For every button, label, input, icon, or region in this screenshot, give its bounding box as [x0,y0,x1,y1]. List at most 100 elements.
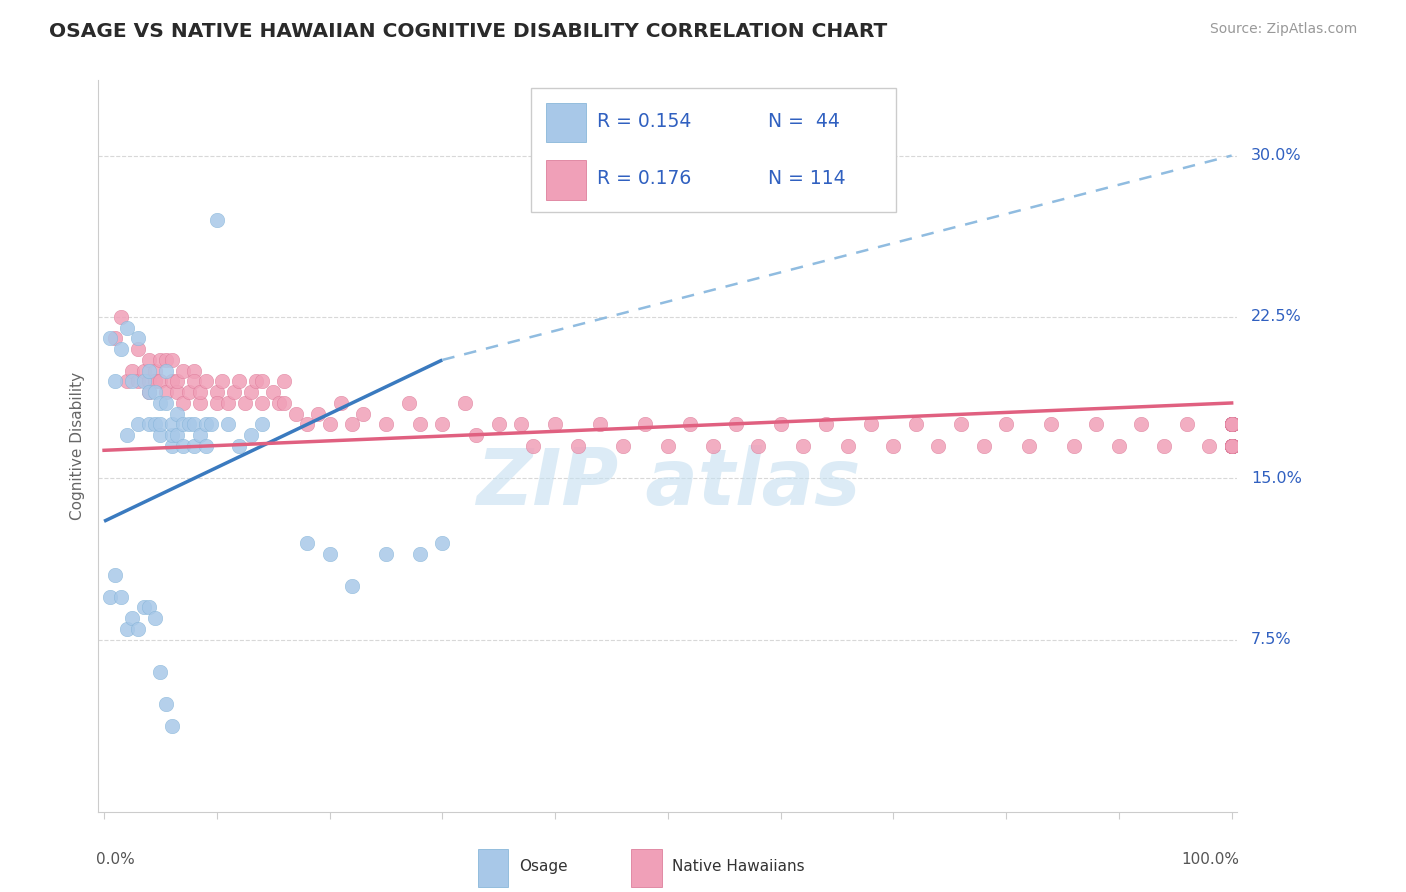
Osage [295,536,318,550]
Native Hawaiians [166,385,188,400]
Native Hawaiians [1063,439,1085,453]
Native Hawaiians [183,375,205,389]
Osage [98,590,121,604]
Osage [409,547,432,561]
Native Hawaiians [340,417,363,432]
Y-axis label: Cognitive Disability: Cognitive Disability [70,372,86,520]
Native Hawaiians [1220,417,1243,432]
Native Hawaiians [1085,417,1108,432]
Osage [160,439,183,453]
Native Hawaiians [1220,417,1243,432]
Native Hawaiians [679,417,702,432]
Native Hawaiians [329,396,352,410]
Osage [115,622,138,636]
Osage [127,331,149,345]
Native Hawaiians [205,385,228,400]
Osage [138,364,160,378]
Native Hawaiians [1198,439,1220,453]
Osage [121,375,143,389]
Native Hawaiians [188,396,211,410]
Native Hawaiians [267,396,290,410]
Native Hawaiians [927,439,949,453]
Osage [217,417,239,432]
Osage [177,417,200,432]
Native Hawaiians [211,375,233,389]
Native Hawaiians [375,417,398,432]
Native Hawaiians [149,353,172,368]
Native Hawaiians [837,439,859,453]
Osage [149,417,172,432]
Text: ZIP atlas: ZIP atlas [475,444,860,521]
Native Hawaiians [132,364,155,378]
Native Hawaiians [138,385,160,400]
Native Hawaiians [239,385,262,400]
Native Hawaiians [127,375,149,389]
Text: 100.0%: 100.0% [1181,852,1240,867]
Osage [172,439,194,453]
Osage [110,590,132,604]
Osage [155,364,177,378]
Osage [149,396,172,410]
Osage [166,407,188,421]
Native Hawaiians [432,417,454,432]
Native Hawaiians [1220,439,1243,453]
Native Hawaiians [1220,417,1243,432]
Native Hawaiians [138,353,160,368]
Native Hawaiians [222,385,245,400]
Native Hawaiians [859,417,882,432]
Native Hawaiians [1220,439,1243,453]
Native Hawaiians [188,385,211,400]
Native Hawaiians [172,396,194,410]
Osage [183,417,205,432]
Text: 15.0%: 15.0% [1251,471,1302,486]
Native Hawaiians [160,353,183,368]
Osage [318,547,340,561]
Native Hawaiians [724,417,747,432]
Native Hawaiians [1220,439,1243,453]
Native Hawaiians [657,439,679,453]
Osage [375,547,398,561]
Osage [138,417,160,432]
Osage [143,417,166,432]
Native Hawaiians [352,407,374,421]
Text: 0.0%: 0.0% [96,852,135,867]
Native Hawaiians [228,375,250,389]
Native Hawaiians [589,417,612,432]
Native Hawaiians [769,417,792,432]
Native Hawaiians [904,417,927,432]
Native Hawaiians [1220,417,1243,432]
Osage [166,428,188,442]
Osage [143,611,166,625]
Native Hawaiians [177,385,200,400]
Native Hawaiians [1108,439,1130,453]
Native Hawaiians [1153,439,1175,453]
Osage [127,622,149,636]
Osage [132,375,155,389]
Native Hawaiians [1220,417,1243,432]
Native Hawaiians [747,439,769,453]
Native Hawaiians [1220,439,1243,453]
Osage [200,417,222,432]
Native Hawaiians [454,396,477,410]
Native Hawaiians [1220,417,1243,432]
Native Hawaiians [245,375,267,389]
Native Hawaiians [250,396,273,410]
Native Hawaiians [1220,439,1243,453]
Native Hawaiians [1220,417,1243,432]
Native Hawaiians [115,375,138,389]
Osage [160,417,183,432]
Osage [340,579,363,593]
Native Hawaiians [1220,439,1243,453]
Native Hawaiians [121,364,143,378]
Native Hawaiians [273,396,295,410]
Native Hawaiians [160,375,183,389]
Native Hawaiians [1040,417,1063,432]
Native Hawaiians [149,375,172,389]
Native Hawaiians [510,417,533,432]
Osage [149,665,172,679]
Native Hawaiians [127,342,149,356]
Osage [155,396,177,410]
Osage [115,320,138,334]
Osage [432,536,454,550]
Osage [205,213,228,227]
